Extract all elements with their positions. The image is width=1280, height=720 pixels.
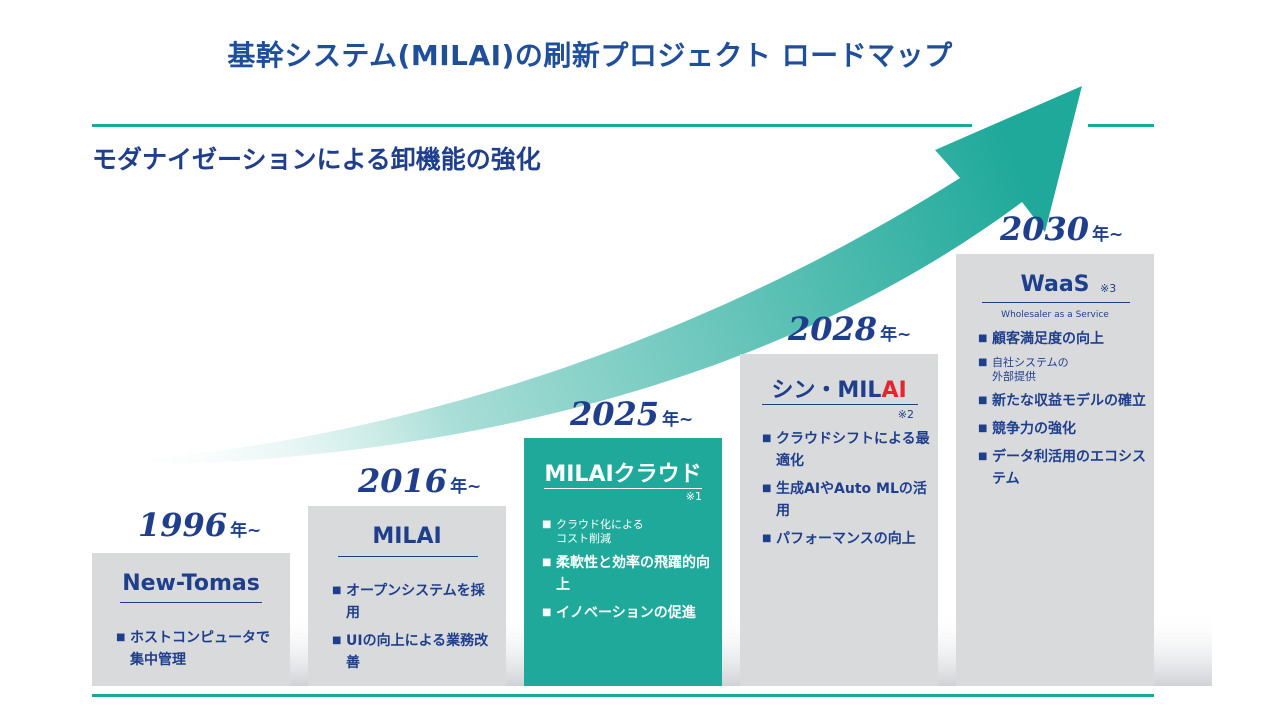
stage-card-2016: MILAI オープンシステムを採用 UIの向上による業務改善 bbox=[308, 506, 506, 686]
stage-card-2028: シン・MILAI ※2 クラウドシフトによる最適化 生成AIやAuto MLの活… bbox=[740, 354, 938, 686]
bullet-item: データ利活用のエコシステム bbox=[978, 446, 1146, 490]
bullet-item: UIの向上による業務改善 bbox=[332, 630, 492, 674]
bullet-item: 生成AIやAuto MLの活用 bbox=[762, 478, 930, 522]
year-suffix: 年~ bbox=[450, 477, 482, 497]
footnote-marker: ※1 bbox=[685, 490, 702, 503]
year-2016: 2016 年~ bbox=[358, 462, 481, 500]
bullet-item: オープンシステムを採用 bbox=[332, 580, 492, 624]
year-value: 1996 bbox=[138, 506, 228, 544]
bullet-item: 柔軟性と効率の飛躍的向上 bbox=[542, 552, 712, 596]
bottom-rule bbox=[92, 694, 1154, 697]
year-value: 2030 bbox=[1000, 210, 1090, 248]
year-suffix: 年~ bbox=[662, 410, 694, 430]
growth-arrow-body bbox=[110, 86, 1082, 466]
year-value: 2025 bbox=[570, 395, 660, 433]
bullet-item: クラウドシフトによる最適化 bbox=[762, 428, 930, 472]
subtitle: モダナイゼーションによる卸機能の強化 bbox=[92, 145, 541, 174]
title-underline bbox=[544, 488, 702, 489]
year-2025: 2025 年~ bbox=[570, 395, 693, 433]
bullet-list: オープンシステムを採用 UIの向上による業務改善 bbox=[332, 580, 492, 680]
stage-title-main: シン・MIL bbox=[771, 378, 882, 403]
stage-title: MILAIクラウド bbox=[544, 462, 702, 487]
bullet-item-small: クラウド化による コスト削減 bbox=[542, 518, 712, 546]
bullet-list: ホストコンピュータで集中管理 bbox=[116, 627, 276, 677]
year-suffix: 年~ bbox=[1092, 225, 1124, 245]
top-rule-right bbox=[1088, 124, 1154, 127]
bullet-line: 外部提供 bbox=[992, 370, 1036, 383]
bullet-item: 顧客満足度の向上 bbox=[978, 328, 1146, 350]
bullet-item: イノベーションの促進 bbox=[542, 602, 712, 624]
year-2030: 2030 年~ bbox=[1000, 210, 1123, 248]
year-value: 2028 bbox=[788, 310, 878, 348]
title-underline bbox=[762, 404, 918, 405]
title-underline bbox=[982, 302, 1130, 303]
stage-card-2030: WaaS ※3 Wholesaler as a Service 顧客満足度の向上… bbox=[956, 254, 1154, 686]
stage-title-accent: AI bbox=[881, 378, 907, 403]
stage-title: MILAI bbox=[372, 524, 442, 549]
bullet-item: 新たな収益モデルの確立 bbox=[978, 390, 1146, 412]
bullet-line: コスト削減 bbox=[556, 532, 611, 545]
footnote-marker: ※2 bbox=[897, 408, 914, 421]
stage-title: New-Tomas bbox=[122, 571, 260, 596]
top-rule-left bbox=[92, 124, 972, 127]
title-underline bbox=[338, 556, 478, 557]
stage-card-2025: MILAIクラウド ※1 クラウド化による コスト削減 柔軟性と効率の飛躍的向上… bbox=[524, 438, 722, 686]
stage-title: WaaS bbox=[956, 272, 1154, 297]
bullet-item: パフォーマンスの向上 bbox=[762, 528, 930, 550]
bullet-item: 競争力の強化 bbox=[978, 418, 1146, 440]
year-suffix: 年~ bbox=[230, 521, 262, 541]
year-1996: 1996 年~ bbox=[138, 506, 261, 544]
bullet-line: クラウド化による bbox=[556, 518, 644, 531]
bullet-list: 顧客満足度の向上 自社システムの 外部提供 新たな収益モデルの確立 競争力の強化… bbox=[978, 328, 1146, 496]
stage-card-1996: New-Tomas ホストコンピュータで集中管理 bbox=[92, 553, 290, 686]
stage-subtitle: Wholesaler as a Service bbox=[1001, 310, 1109, 320]
year-value: 2016 bbox=[358, 462, 448, 500]
bullet-list: クラウド化による コスト削減 柔軟性と効率の飛躍的向上 イノベーションの促進 bbox=[542, 518, 712, 630]
title-underline bbox=[120, 602, 262, 603]
bullet-list: クラウドシフトによる最適化 生成AIやAuto MLの活用 パフォーマンスの向上 bbox=[762, 428, 930, 556]
bullet-item-small: 自社システムの 外部提供 bbox=[978, 356, 1146, 384]
stage-title-main: WaaS bbox=[1020, 272, 1090, 297]
year-suffix: 年~ bbox=[880, 325, 912, 345]
stage-title: シン・MILAI bbox=[740, 372, 938, 404]
bullet-line: 自社システムの bbox=[992, 356, 1069, 369]
page-title: 基幹システム(MILAI)の刷新プロジェクト ロードマップ bbox=[227, 39, 953, 72]
year-2028: 2028 年~ bbox=[788, 310, 911, 348]
footnote-marker: ※3 bbox=[1100, 282, 1117, 295]
bullet-item: ホストコンピュータで集中管理 bbox=[116, 627, 276, 671]
